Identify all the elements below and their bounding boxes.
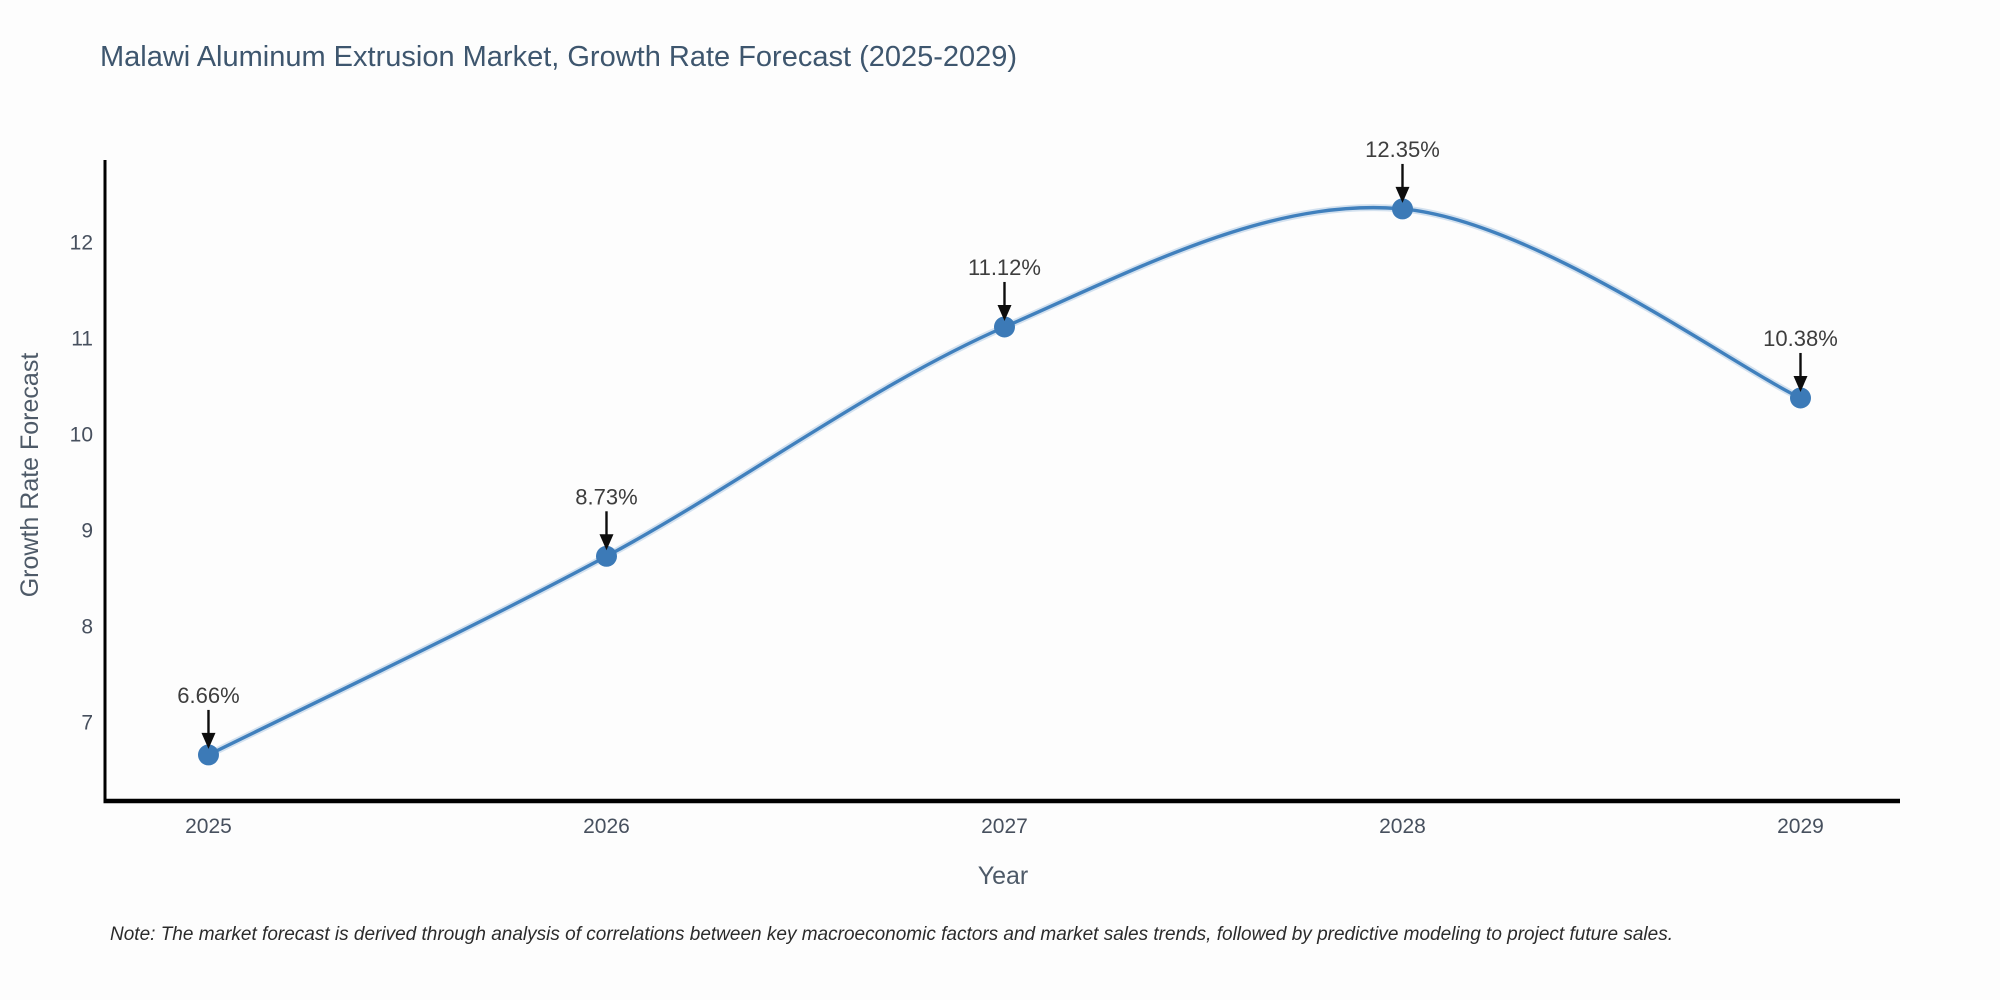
- annotation-arrow-head: [1793, 375, 1808, 392]
- y-tick-label: 7: [81, 711, 93, 734]
- point-label: 8.73%: [575, 484, 637, 509]
- x-tick-label: 2029: [1777, 815, 1824, 838]
- y-tick-label: 9: [81, 519, 93, 542]
- y-axis-title: Growth Rate Forecast: [16, 353, 44, 598]
- point-label: 6.66%: [177, 683, 239, 708]
- plot-area: 7 8 9 10 11 12 2025 2026 2027 2028 2029 6.66% 8.73% 1…: [70, 137, 1900, 838]
- y-tick-label: 12: [70, 232, 93, 255]
- data-point: [1391, 198, 1413, 220]
- x-tick-label: 2027: [981, 815, 1028, 838]
- x-tick-label: 2028: [1379, 815, 1426, 838]
- data-point: [993, 316, 1015, 338]
- footnote: Note: The market forecast is derived thr…: [110, 924, 1673, 945]
- point-label: 12.35%: [1365, 137, 1440, 162]
- y-tick-label: 8: [81, 615, 93, 638]
- y-tick-label: 11: [71, 327, 93, 350]
- point-label: 11.12%: [968, 255, 1041, 280]
- annotation-arrow-head: [997, 304, 1012, 321]
- data-point: [197, 744, 219, 766]
- annotation-arrow-head: [201, 732, 216, 749]
- point-label: 10.38%: [1763, 326, 1838, 351]
- data-point: [1789, 387, 1811, 409]
- chart-title: Malawi Aluminum Extrusion Market, Growth…: [100, 41, 1017, 73]
- data-point: [595, 545, 617, 567]
- y-tick-label: 10: [70, 423, 93, 446]
- x-tick-label: 2025: [185, 815, 232, 838]
- x-tick-label: 2026: [583, 815, 630, 838]
- annotation-arrow-head: [1395, 186, 1410, 203]
- x-axis-title: Year: [978, 862, 1029, 890]
- annotation-arrow-head: [599, 534, 614, 551]
